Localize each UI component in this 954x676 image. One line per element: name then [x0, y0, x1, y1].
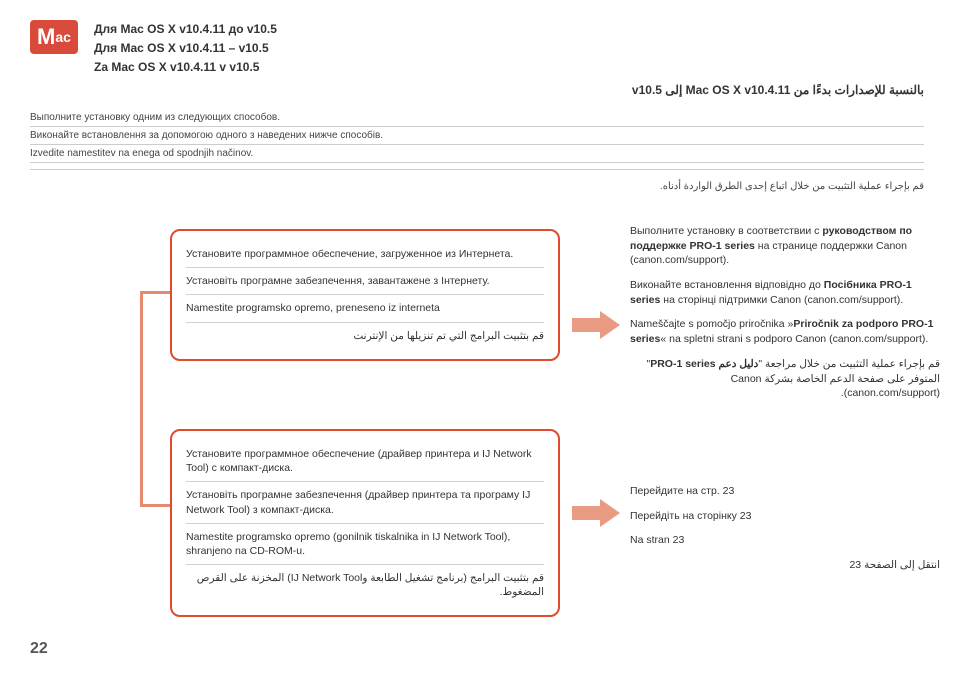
arrow-icon-top	[572, 311, 620, 339]
title-ar: بالنسبة للإصدارات بدءًا من Mac OS X v10.…	[30, 83, 924, 97]
connector-top	[140, 291, 170, 294]
r2-uk: Перейдіть на сторінку 23	[630, 504, 940, 529]
intro-ru: Выполните установку одним из следующих с…	[30, 109, 924, 127]
mac-badge: Mac	[30, 20, 78, 54]
r1-uk: Виконайте встановлення відповідно до Пос…	[630, 273, 940, 312]
option-box-cdrom: Установите программное обеспечение (драй…	[170, 429, 560, 617]
result-block-support: Выполните установку в соответствии с рук…	[630, 219, 940, 406]
r2-ru: Перейдите на стр. 23	[630, 479, 940, 504]
r1-ru: Выполните установку в соответствии с рук…	[630, 219, 940, 273]
header: Mac Для Mac OS X v10.4.11 до v10.5 Для M…	[30, 20, 924, 77]
arrow-icon-bottom	[572, 499, 620, 527]
diagram: Установите программное обеспечение, загр…	[30, 219, 924, 639]
r2-sl: Na stran 23	[630, 528, 940, 553]
box1-uk: Установіть програмне забезпечення, заван…	[186, 268, 544, 295]
r1-ar: قم بإجراء عملية التثبيت من خلال مراجعة "…	[630, 352, 940, 406]
mac-badge-ac: ac	[55, 29, 71, 45]
intro-uk: Виконайте встановлення за допомогою одно…	[30, 127, 924, 145]
option-box-internet: Установите программное обеспечение, загр…	[170, 229, 560, 361]
r1-sl: Nameščajte s pomočjo priročnika »Priročn…	[630, 312, 940, 351]
box1-ar: قم بتثبيت البرامج التي تم تنزيلها من الإ…	[186, 323, 544, 349]
box1-ru: Установите программное обеспечение, загр…	[186, 241, 544, 268]
box1-sl: Namestite programsko opremo, preneseno i…	[186, 295, 544, 322]
box2-ar: قم بتثبيت البرامج (برنامج تشغيل الطابعة …	[186, 565, 544, 605]
box2-ru: Установите программное обеспечение (драй…	[186, 441, 544, 482]
title-sl: Za Mac OS X v10.4.11 v v10.5	[94, 58, 277, 76]
r2-ar: انتقل إلى الصفحة 23	[630, 553, 940, 578]
intro-ar: قم بإجراء عملية التثبيت من خلال اتباع إح…	[30, 178, 924, 195]
result-block-page: Перейдите на стр. 23 Перейдіть на сторін…	[630, 479, 940, 578]
divider	[30, 169, 924, 170]
page-number: 22	[30, 640, 48, 658]
title-uk: Для Mac OS X v10.4.11 – v10.5	[94, 39, 277, 57]
connector-vertical	[140, 291, 143, 507]
intro-sl: Izvedite namestitev na enega od spodnjih…	[30, 145, 924, 163]
title-block: Для Mac OS X v10.4.11 до v10.5 Для Mac O…	[94, 20, 277, 77]
title-ru: Для Mac OS X v10.4.11 до v10.5	[94, 20, 277, 38]
connector-bottom	[140, 504, 170, 507]
box2-uk: Установіть програмне забезпечення (драйв…	[186, 482, 544, 523]
box2-sl: Namestite programsko opremo (gonilnik ti…	[186, 524, 544, 565]
mac-badge-m: M	[37, 26, 55, 48]
